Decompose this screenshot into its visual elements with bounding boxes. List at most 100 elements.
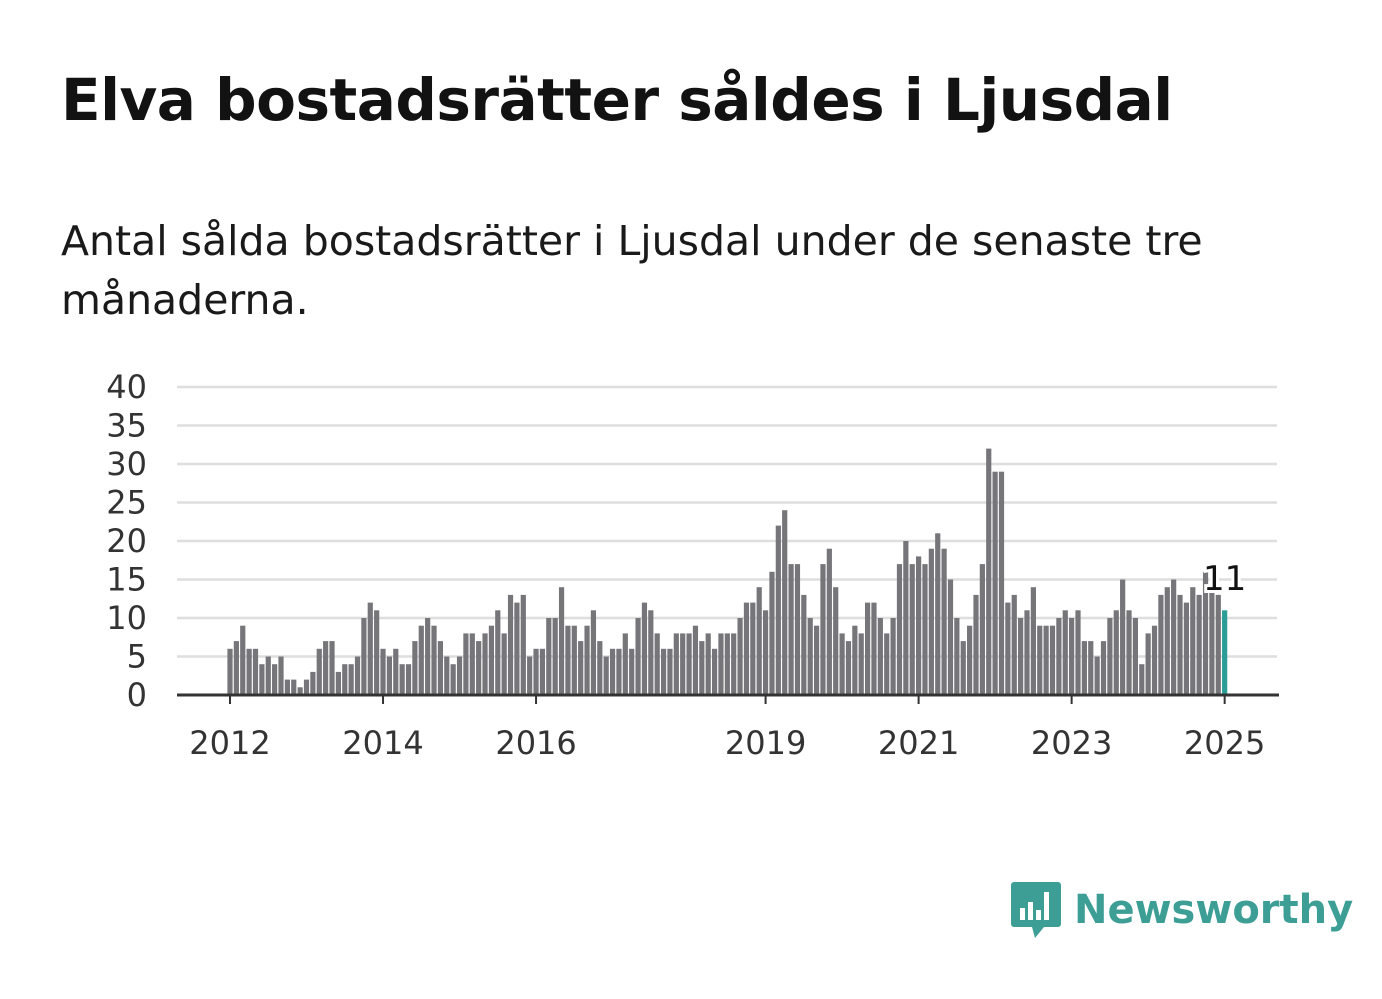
- bar: [916, 556, 922, 695]
- bar: [1139, 664, 1145, 695]
- brand-name: Newsworthy: [1074, 887, 1354, 933]
- y-tick-label-10: 10: [106, 599, 147, 637]
- bar: [769, 571, 775, 695]
- bar: [1145, 633, 1151, 695]
- bar: [571, 625, 577, 695]
- bar: [654, 633, 660, 695]
- bar: [903, 541, 909, 695]
- bar: [476, 641, 482, 695]
- x-tick-label-2012: 2012: [189, 724, 270, 762]
- bar: [1075, 610, 1081, 695]
- bar: [456, 656, 463, 695]
- bar: [1018, 618, 1024, 695]
- bar: [450, 664, 456, 695]
- bar: [335, 671, 341, 695]
- bar: [1132, 618, 1138, 695]
- newsworthy-logo-icon: [1011, 882, 1061, 938]
- y-tick-label-25: 25: [106, 484, 147, 522]
- bar: [884, 633, 890, 695]
- bar: [922, 564, 928, 695]
- y-gridlines: [177, 385, 1277, 658]
- bar: [527, 656, 533, 695]
- bar: [412, 641, 418, 695]
- bar: [393, 648, 399, 695]
- bar: [578, 641, 584, 695]
- bar: [539, 648, 546, 695]
- bar: [699, 641, 705, 695]
- bar: [418, 625, 424, 695]
- bar: [329, 641, 335, 695]
- bar: [782, 510, 788, 695]
- bar: [1100, 641, 1107, 695]
- bar: [303, 679, 310, 695]
- bar: [660, 648, 667, 695]
- y-tick-label-15: 15: [106, 561, 147, 599]
- bar: [1202, 571, 1209, 695]
- bar: [603, 656, 609, 695]
- bar: [444, 656, 450, 695]
- bar: [839, 633, 845, 695]
- bar: [686, 633, 692, 695]
- bar: [552, 618, 558, 695]
- bar: [1183, 602, 1189, 695]
- bar: [342, 664, 348, 695]
- bar: [928, 548, 934, 695]
- bar: [724, 633, 730, 695]
- y-tick-label-35: 35: [106, 407, 147, 445]
- bar: [845, 641, 852, 695]
- bar: [565, 625, 571, 695]
- bar: [858, 633, 864, 695]
- bar: [1151, 625, 1158, 695]
- bar: [877, 618, 883, 695]
- bar: [546, 618, 552, 695]
- bar: [227, 648, 233, 695]
- bar: [788, 564, 794, 695]
- bar: [1164, 587, 1170, 695]
- bar: [558, 587, 565, 695]
- bar: [1043, 625, 1049, 695]
- bar: [597, 641, 603, 695]
- bar: [469, 633, 475, 695]
- bar: [1209, 587, 1215, 695]
- chart-subtitle: Antal sålda bostadsrätter i Ljusdal unde…: [61, 217, 1203, 324]
- bar: [998, 471, 1005, 695]
- x-tick-label-2021: 2021: [878, 724, 959, 762]
- bar: [743, 602, 750, 695]
- x-tick-label-2016: 2016: [495, 724, 576, 762]
- x-tick-label-2025: 2025: [1184, 724, 1265, 762]
- bar: [374, 610, 380, 695]
- bar: [252, 648, 259, 695]
- bar: [871, 602, 877, 695]
- bar: [852, 625, 858, 695]
- bar: [399, 664, 405, 695]
- bar: [1005, 602, 1011, 695]
- bar: [1215, 594, 1221, 695]
- bar: [762, 610, 769, 695]
- bar: [1081, 641, 1087, 695]
- bar: [367, 602, 373, 695]
- bar: [1120, 579, 1126, 695]
- bar: [641, 602, 648, 695]
- bar: [1037, 625, 1043, 695]
- bar: [431, 625, 437, 695]
- bar: [973, 594, 979, 695]
- bar: [1158, 594, 1164, 695]
- bar: [1030, 587, 1036, 695]
- bar: [890, 618, 896, 695]
- bar: [947, 579, 954, 695]
- last-value-label: 11: [1203, 559, 1246, 599]
- bar: [482, 633, 488, 695]
- bar: [813, 625, 820, 695]
- bar: [284, 679, 290, 695]
- bar: [865, 602, 871, 695]
- y-tick-label-5: 5: [127, 638, 147, 676]
- bar-highlight: [1222, 610, 1228, 695]
- bar: [967, 625, 973, 695]
- bar: [992, 471, 998, 695]
- bar: [584, 625, 590, 695]
- bar: [316, 648, 322, 695]
- bar: [590, 610, 597, 695]
- bar: [1049, 625, 1056, 695]
